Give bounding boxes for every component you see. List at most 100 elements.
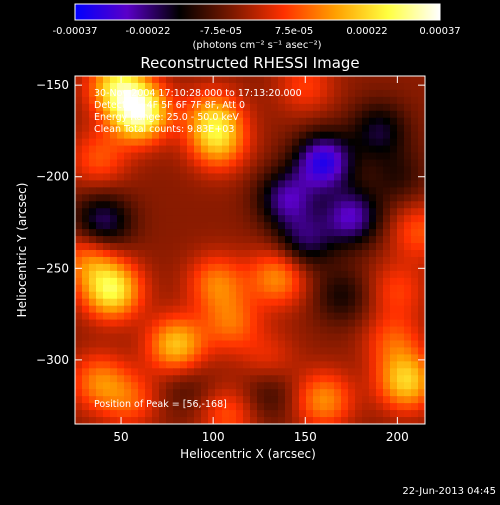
- heatmap-cell: [313, 124, 321, 133]
- heatmap-cell: [159, 284, 167, 293]
- heatmap-cell: [145, 208, 153, 216]
- heatmap-cell: [173, 180, 181, 188]
- heatmap-cell: [250, 403, 258, 411]
- heatmap-cell: [390, 326, 398, 335]
- heatmap-cell: [222, 124, 230, 133]
- heatmap-cell: [89, 201, 97, 209]
- heatmap-cell: [271, 82, 279, 91]
- heatmap-cell: [215, 215, 223, 223]
- heatmap-cell: [124, 96, 132, 105]
- heatmap-cell: [138, 250, 146, 258]
- heatmap-cell: [222, 270, 230, 279]
- heatmap-cell: [313, 243, 321, 251]
- heatmap-cell: [131, 277, 139, 286]
- heatmap-cell: [187, 347, 195, 355]
- heatmap-cell: [194, 410, 202, 418]
- heatmap-cell: [236, 389, 244, 397]
- heatmap-cell: [285, 277, 293, 286]
- y-tick-label: −300: [36, 353, 69, 367]
- heatmap-cell: [201, 417, 209, 424]
- heatmap-cell: [201, 312, 209, 321]
- heatmap-cell: [292, 145, 300, 154]
- heatmap-cell: [334, 340, 342, 349]
- heatmap-cell: [96, 382, 104, 390]
- heatmap-cell: [264, 159, 272, 168]
- heatmap-cell: [236, 263, 244, 272]
- heatmap-cell: [362, 96, 370, 105]
- heatmap-cell: [404, 361, 412, 369]
- heatmap-cell: [229, 284, 237, 293]
- heatmap-cell: [236, 110, 244, 119]
- heatmap-cell: [243, 166, 251, 175]
- heatmap-cell: [194, 284, 202, 293]
- heatmap-cell: [103, 201, 111, 209]
- heatmap-cell: [138, 263, 146, 272]
- heatmap-cell: [145, 340, 153, 349]
- heatmap-cell: [243, 326, 251, 335]
- heatmap-cell: [313, 76, 321, 84]
- heatmap-cell: [75, 382, 83, 390]
- heatmap-cell: [117, 403, 125, 411]
- heatmap-cell: [355, 333, 363, 342]
- heatmap-cell: [250, 180, 258, 188]
- heatmap-cell: [159, 110, 167, 119]
- heatmap-cell: [404, 277, 412, 286]
- heatmap-cell: [117, 166, 125, 175]
- heatmap-cell: [180, 298, 188, 307]
- heatmap-cell: [404, 305, 412, 314]
- heatmap-cell: [404, 250, 412, 258]
- heatmap-cell: [285, 326, 293, 335]
- heatmap-cell: [355, 187, 363, 195]
- heatmap-cell: [75, 138, 83, 147]
- heatmap-cell: [313, 368, 321, 376]
- heatmap-cell: [390, 305, 398, 314]
- heatmap-cell: [103, 312, 111, 321]
- heatmap-cell: [187, 312, 195, 321]
- heatmap-cell: [376, 124, 384, 133]
- heatmap-cell: [313, 215, 321, 223]
- heatmap-cell: [152, 354, 160, 362]
- heatmap-cell: [75, 277, 83, 286]
- heatmap-cell: [327, 354, 335, 362]
- heatmap-cell: [145, 347, 153, 355]
- heatmap-cell: [82, 340, 90, 349]
- heatmap-cell: [362, 222, 370, 230]
- heatmap-cell: [257, 305, 265, 314]
- heatmap-cell: [159, 138, 167, 147]
- heatmap-cell: [159, 305, 167, 314]
- heatmap-cell: [257, 243, 265, 251]
- heatmap-cell: [82, 368, 90, 376]
- heatmap-cell: [222, 138, 230, 147]
- heatmap-cell: [229, 291, 237, 300]
- heatmap-cell: [131, 256, 139, 265]
- heatmap-cell: [327, 291, 335, 300]
- heatmap-cell: [152, 375, 160, 383]
- heatmap-cell: [320, 333, 328, 342]
- heatmap-cell: [159, 103, 167, 112]
- heatmap-cell: [313, 166, 321, 175]
- heatmap-cell: [124, 326, 132, 335]
- heatmap-cell: [152, 110, 160, 119]
- heatmap-cell: [166, 173, 174, 181]
- heatmap-cell: [376, 152, 384, 161]
- heatmap-cell: [159, 396, 167, 404]
- heatmap-cell: [278, 208, 286, 216]
- heatmap-cell: [264, 368, 272, 376]
- heatmap-cell: [145, 284, 153, 293]
- heatmap-cell: [75, 298, 83, 307]
- heatmap-cell: [292, 256, 300, 265]
- heatmap-cell: [103, 110, 111, 119]
- heatmap-cell: [201, 76, 209, 84]
- heatmap-cell: [418, 375, 425, 383]
- heatmap-cell: [166, 103, 174, 112]
- heatmap-cell: [187, 250, 195, 258]
- heatmap-cell: [292, 277, 300, 286]
- heatmap-cell: [75, 354, 83, 362]
- heatmap-cell: [264, 180, 272, 188]
- heatmap-cell: [159, 382, 167, 390]
- heatmap-cell: [362, 215, 370, 223]
- heatmap-cell: [208, 103, 216, 112]
- heatmap-cell: [320, 403, 328, 411]
- heatmap-cell: [390, 298, 398, 307]
- heatmap-cell: [89, 82, 97, 91]
